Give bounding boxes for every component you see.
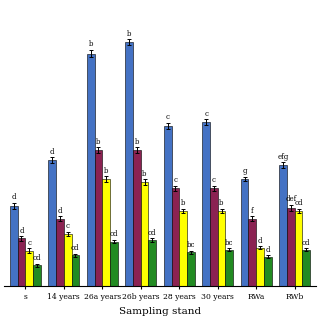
Text: def: def (285, 196, 296, 204)
Text: d: d (58, 207, 62, 215)
Text: c: c (212, 176, 216, 184)
Bar (10, 206, 18, 286)
Bar (264, 257, 272, 286)
Text: cd: cd (148, 229, 156, 237)
Text: cd: cd (302, 239, 310, 247)
Text: cd: cd (33, 254, 41, 262)
Bar (225, 250, 233, 286)
Bar (71, 255, 79, 286)
Bar (172, 188, 179, 286)
Bar (18, 238, 25, 286)
Bar (187, 252, 195, 286)
Bar (95, 150, 102, 286)
Bar (202, 122, 210, 286)
Bar (302, 250, 310, 286)
Text: bc: bc (187, 241, 195, 249)
Bar (125, 42, 133, 286)
Text: c: c (66, 222, 70, 230)
Bar (133, 150, 141, 286)
Text: cd: cd (71, 244, 80, 252)
Text: b: b (96, 138, 101, 146)
Bar (287, 208, 295, 286)
Bar (218, 211, 225, 286)
Text: d: d (266, 246, 270, 254)
Text: b: b (89, 40, 93, 48)
Text: b: b (181, 199, 185, 207)
Text: b: b (142, 170, 147, 178)
Bar (56, 219, 64, 286)
Bar (148, 240, 156, 286)
Bar (48, 160, 56, 286)
Bar (279, 165, 287, 286)
Bar (249, 219, 256, 286)
Text: cd: cd (294, 199, 303, 207)
Bar (33, 265, 41, 286)
Bar (102, 179, 110, 286)
Text: b: b (104, 167, 108, 175)
Bar (256, 248, 264, 286)
Text: b: b (127, 30, 132, 38)
Text: f: f (251, 207, 254, 215)
Text: d: d (12, 193, 16, 201)
Bar (241, 179, 249, 286)
Text: cd: cd (109, 230, 118, 238)
Bar (295, 211, 302, 286)
Text: c: c (166, 113, 170, 121)
Bar (87, 54, 95, 286)
Text: c: c (204, 109, 208, 117)
Text: d: d (50, 148, 54, 156)
Text: c: c (173, 176, 177, 184)
Text: c: c (27, 239, 31, 247)
Text: b: b (135, 138, 139, 146)
Bar (110, 242, 118, 286)
Bar (25, 251, 33, 286)
Text: g: g (243, 167, 247, 175)
Bar (64, 234, 71, 286)
Text: d: d (19, 227, 24, 235)
X-axis label: Sampling stand: Sampling stand (119, 307, 201, 316)
Bar (141, 182, 148, 286)
Bar (210, 188, 218, 286)
Text: bc: bc (225, 239, 234, 247)
Text: b: b (219, 199, 224, 207)
Bar (164, 126, 172, 286)
Bar (179, 211, 187, 286)
Text: efg: efg (277, 153, 289, 161)
Text: d: d (258, 236, 262, 244)
